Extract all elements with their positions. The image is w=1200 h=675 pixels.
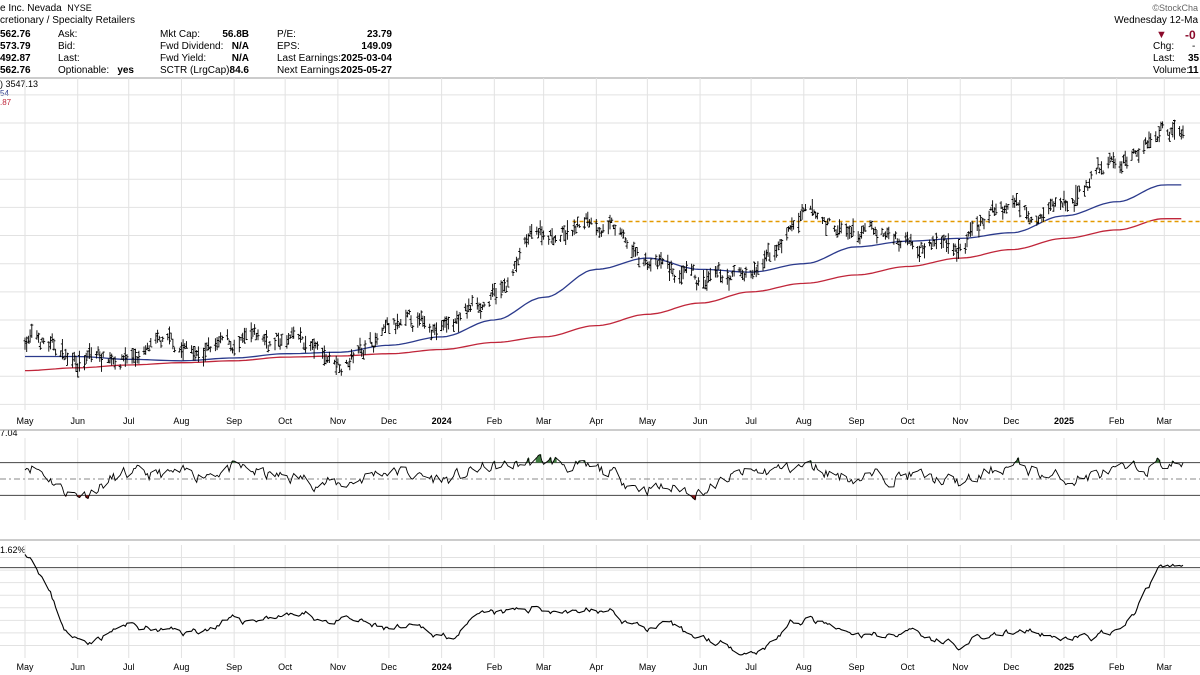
quote-label: Fwd Yield: xyxy=(160,53,207,64)
x-tick-label: May xyxy=(16,416,34,426)
x-tick-label: Dec xyxy=(381,416,398,426)
ma-short-line xyxy=(25,184,1182,362)
quote-value: 2025-03-04 xyxy=(340,53,392,64)
quote-label: Last: xyxy=(58,53,80,64)
x-tick-label: Sep xyxy=(226,662,242,672)
x-tick-label: Oct xyxy=(901,416,916,426)
rsi-line xyxy=(24,453,1184,501)
x-tick-label: Dec xyxy=(381,662,398,672)
x-tick-label: Mar xyxy=(1157,416,1173,426)
chg-label: Chg: xyxy=(1153,41,1175,52)
quote-value: 2025-05-27 xyxy=(340,65,392,76)
x-tick-label: Feb xyxy=(487,416,503,426)
rsi-legend: 7.04 xyxy=(0,428,18,438)
quote-value: 573.79 xyxy=(0,41,31,52)
x-tick-label: Nov xyxy=(952,662,969,672)
x-tick-label: Jul xyxy=(745,416,757,426)
x-tick-label: Feb xyxy=(1109,662,1125,672)
quote-label: Ask: xyxy=(58,29,78,40)
x-tick-label: Jun xyxy=(693,662,708,672)
quote-value: N/A xyxy=(231,41,249,52)
x-tick-label: Jun xyxy=(693,416,708,426)
company-title: e Inc. Nevada NYSE xyxy=(0,3,92,14)
ma-long-legend: .87 xyxy=(0,98,12,107)
quote-value: 149.09 xyxy=(361,41,392,52)
x-tick-label: Mar xyxy=(536,416,552,426)
change-value: -0 xyxy=(1185,28,1196,42)
x-tick-label: Oct xyxy=(278,416,293,426)
quote-value: 492.87 xyxy=(0,53,31,64)
x-tick-label: Jul xyxy=(123,662,135,672)
x-tick-label: Apr xyxy=(589,662,603,672)
x-tick-label: Mar xyxy=(536,662,552,672)
x-tick-label: Apr xyxy=(589,416,603,426)
sector-label: cretionary / Specialty Retailers xyxy=(0,15,136,26)
volume-label: Volume: xyxy=(1153,65,1190,76)
quote-value: 56.8B xyxy=(222,29,249,40)
quote-value: 562.76 xyxy=(0,65,31,76)
x-tick-label: Nov xyxy=(330,416,347,426)
quote-value: 562.76 xyxy=(0,29,31,40)
x-tick-label: Jul xyxy=(745,662,757,672)
watermark: ©StockCha xyxy=(1152,3,1198,13)
x-tick-label: Feb xyxy=(1109,416,1125,426)
relative-strength-line xyxy=(24,554,1184,656)
quote-label: Fwd Dividend: xyxy=(160,41,224,52)
x-tick-label: Sep xyxy=(849,416,865,426)
x-tick-label: 2024 xyxy=(432,416,452,426)
x-tick-label: Jul xyxy=(123,416,135,426)
x-tick-label: Mar xyxy=(1157,662,1173,672)
chart-date: Wednesday 12-Ma xyxy=(1114,15,1198,26)
x-tick-label: Jun xyxy=(70,416,85,426)
x-tick-label: 2025 xyxy=(1054,662,1074,672)
x-tick-label: Sep xyxy=(849,662,865,672)
x-tick-label: Nov xyxy=(330,662,347,672)
quote-value: N/A xyxy=(231,53,249,64)
volume-value: 11 xyxy=(1188,65,1199,76)
quote-label: Next Earnings: xyxy=(277,65,343,76)
quote-value: yes xyxy=(117,65,134,76)
x-tick-label: Aug xyxy=(796,416,812,426)
quote-label: SCTR (LrgCap): xyxy=(160,65,233,76)
last-label: Last: xyxy=(1153,53,1175,64)
ma-short-legend: 54 xyxy=(0,89,9,98)
x-tick-label: Oct xyxy=(278,662,293,672)
quote-label: EPS: xyxy=(277,41,300,52)
x-tick-label: May xyxy=(639,662,657,672)
quote-label: Bid: xyxy=(58,41,76,52)
x-tick-label: Oct xyxy=(901,662,916,672)
x-tick-label: 2024 xyxy=(432,662,452,672)
quote-value: 23.79 xyxy=(366,29,392,40)
x-tick-label: Nov xyxy=(952,416,969,426)
x-tick-label: Dec xyxy=(1003,416,1020,426)
x-tick-label: Sep xyxy=(226,416,242,426)
x-tick-label: May xyxy=(16,662,34,672)
down-arrow-icon: ▼ xyxy=(1156,29,1167,41)
rs-legend: 1.62% xyxy=(0,545,26,555)
quote-label: Optionable: xyxy=(58,65,110,76)
last-value: 35 xyxy=(1188,53,1200,64)
x-tick-label: Aug xyxy=(796,662,812,672)
quote-label: Mkt Cap: xyxy=(160,29,201,40)
quote-value: 84.6 xyxy=(229,65,249,76)
price-bars xyxy=(23,119,1185,378)
x-tick-label: 2025 xyxy=(1054,416,1074,426)
x-tick-label: Feb xyxy=(487,662,503,672)
chg-value: - xyxy=(1192,41,1196,52)
quote-label: P/E: xyxy=(277,29,296,40)
x-tick-label: Aug xyxy=(173,662,189,672)
quote-label: Last Earnings: xyxy=(277,53,341,64)
x-tick-label: Dec xyxy=(1003,662,1020,672)
price-legend: ) 3547.13 xyxy=(0,79,39,89)
x-tick-label: May xyxy=(639,416,657,426)
x-tick-label: Jun xyxy=(70,662,85,672)
x-tick-label: Aug xyxy=(173,416,189,426)
ma-long-line xyxy=(25,218,1182,372)
